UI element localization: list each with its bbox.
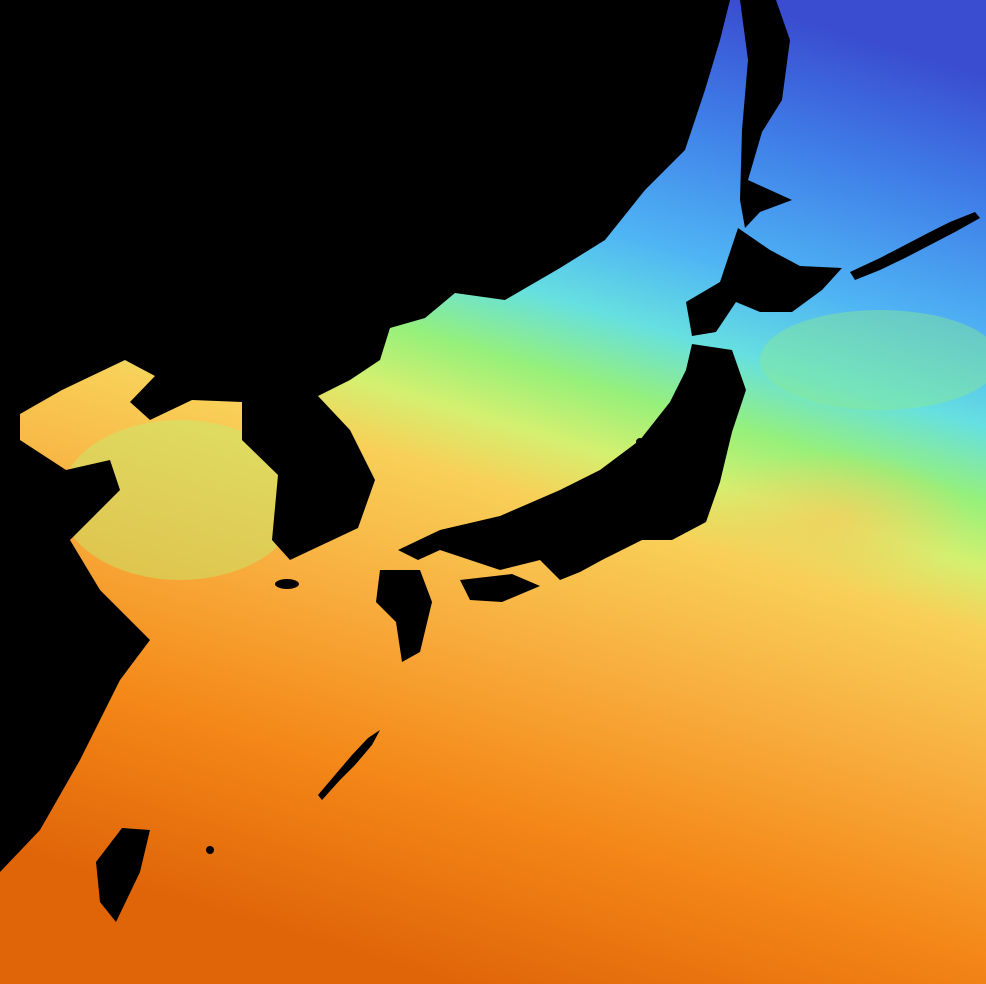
kyushu-island: [376, 570, 432, 662]
yellow-sea-region: [60, 420, 300, 580]
ryukyu-islands: [318, 730, 380, 800]
hokkaido-island: [686, 228, 842, 336]
honshu-island: [398, 344, 746, 580]
oyashio-region: [760, 310, 986, 410]
kuril-islands: [850, 212, 980, 280]
jeju-island: [275, 579, 299, 589]
islet: [206, 846, 214, 854]
warm-eddy: [690, 450, 970, 590]
taiwan-island: [96, 828, 150, 922]
asian-continent-landmass: [0, 0, 730, 872]
sado-island: [636, 438, 644, 446]
sakhalin-island: [740, 0, 792, 228]
shikoku-island: [460, 574, 540, 602]
